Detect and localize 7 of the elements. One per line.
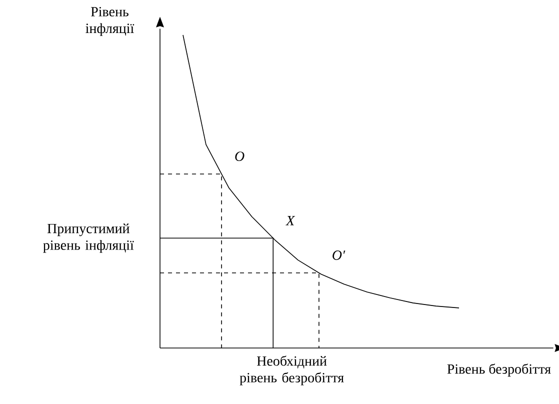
annotation: O′ (332, 250, 346, 260)
ref-line-label: Припустимий рівень інфляції (43, 224, 134, 253)
text: Необхідний рівень безробіття (240, 356, 344, 386)
annotation: O (235, 152, 244, 162)
annotation: X (286, 216, 296, 226)
x-axis-title: Рівень безробіття (447, 364, 551, 377)
y-axis-title: Рівень інфляції (86, 7, 134, 36)
